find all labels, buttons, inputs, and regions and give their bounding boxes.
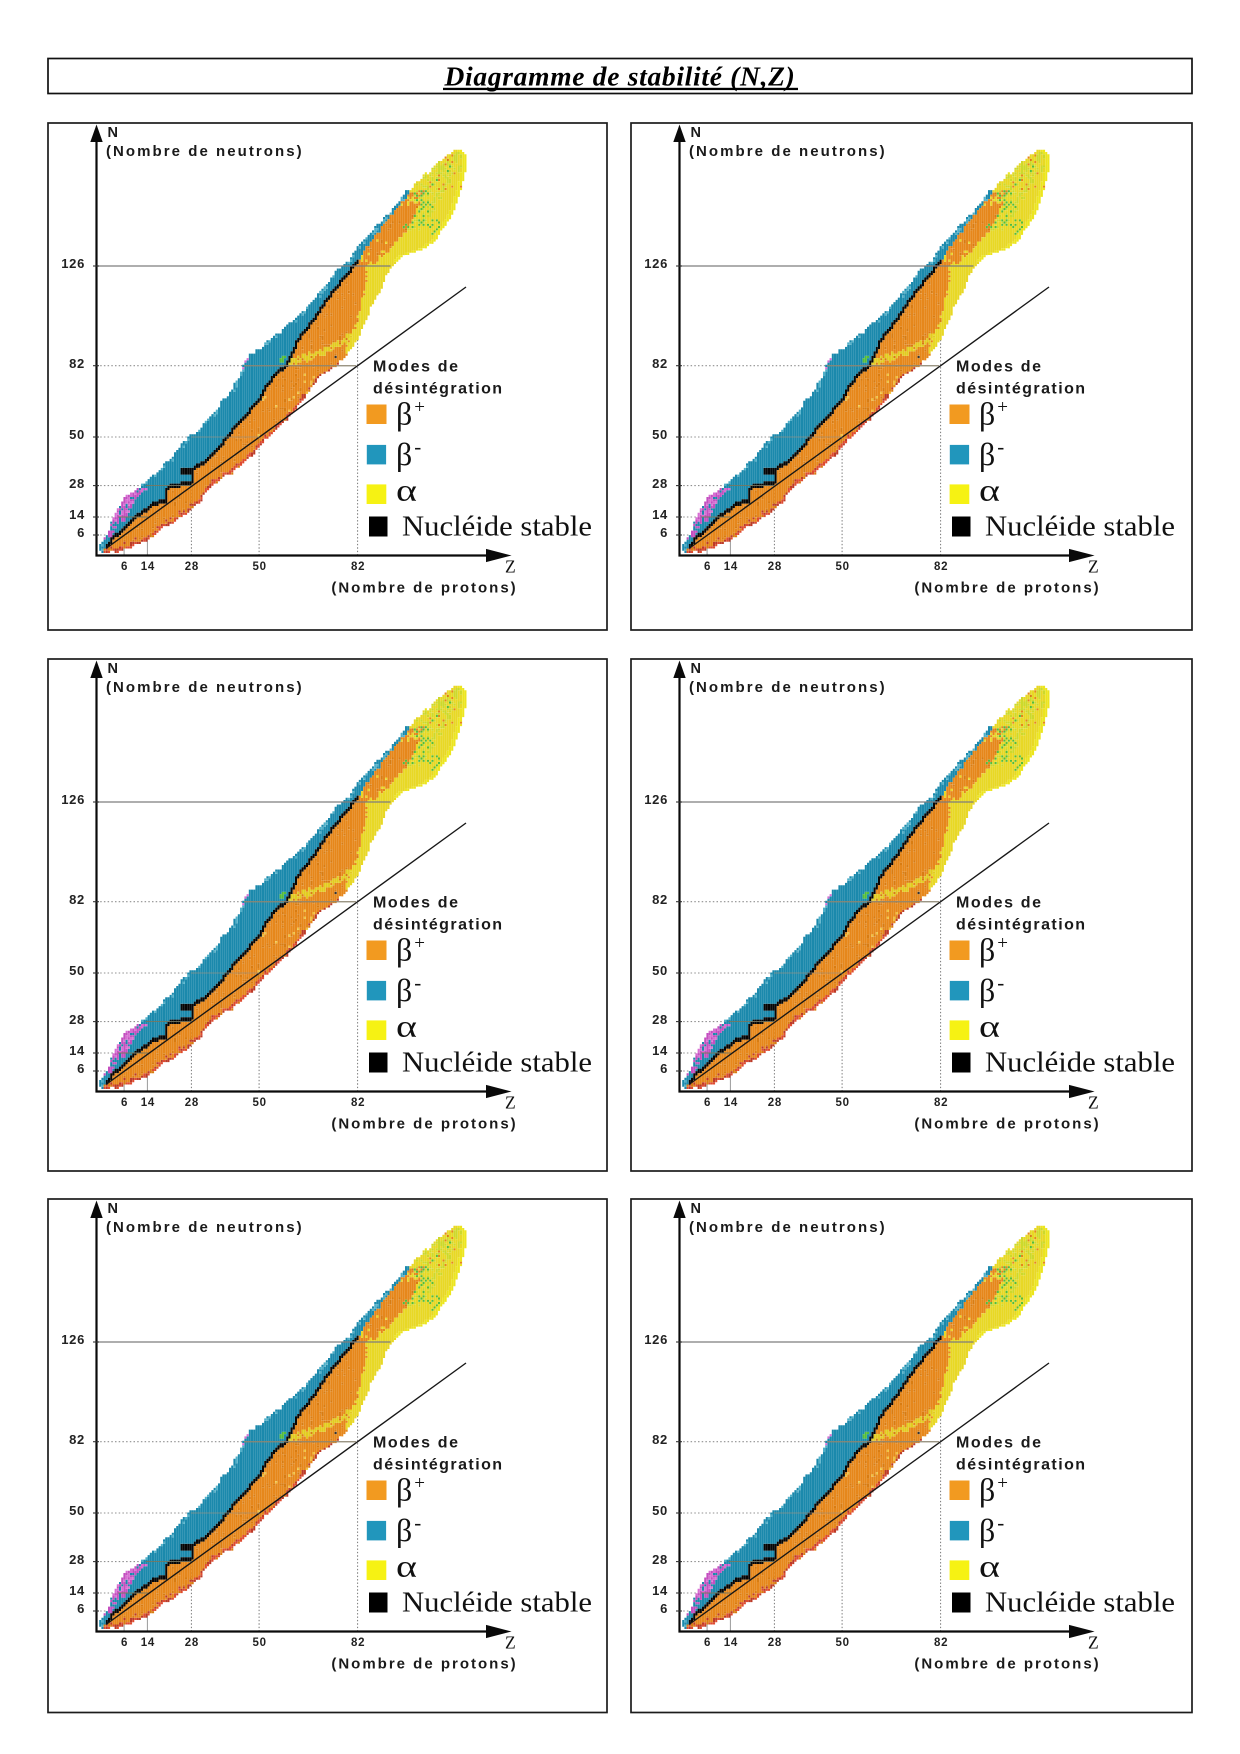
svg-text:Diagramme de stabilité (N,Z): Diagramme de stabilité (N,Z) bbox=[443, 61, 795, 92]
